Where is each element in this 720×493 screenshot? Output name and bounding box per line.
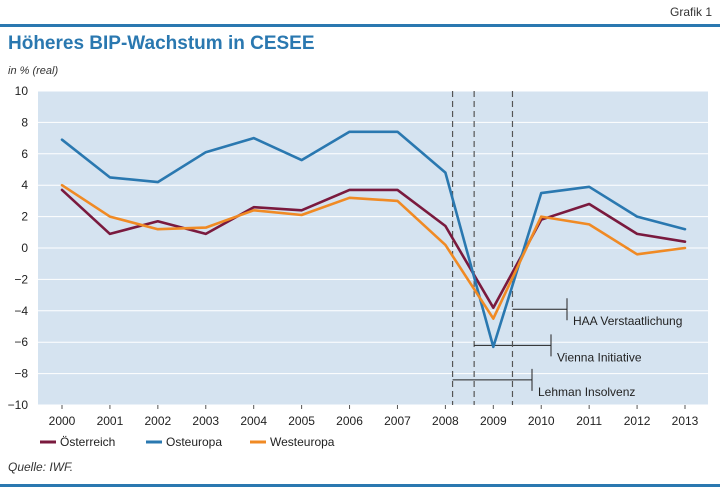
top-rule (0, 24, 720, 27)
y-tick-label: −2 (14, 272, 28, 286)
y-tick-label: 4 (21, 178, 28, 192)
y-tick-label: −10 (8, 398, 29, 412)
x-tick-label: 2001 (97, 414, 124, 428)
x-tick-label: 2000 (49, 414, 76, 428)
y-axis-ticks: 10 8 6 4 2 0 −2 −4 −6 −8 −10 (8, 84, 29, 412)
y-axis-unit: in % (real) (8, 65, 59, 77)
y-tick-label: 2 (21, 210, 28, 224)
x-tick-label: 2002 (144, 414, 171, 428)
chart-title: Höheres BIP-Wachstum in CESEE (8, 33, 315, 54)
series-line (60, 130, 687, 349)
x-tick-label: 2007 (384, 414, 411, 428)
y-tick-label: 6 (21, 147, 28, 161)
x-axis-ticks: 2000 2001 2002 2003 2004 2005 2006 2007 2008 2009… (49, 405, 699, 428)
y-tick-label: 0 (21, 241, 28, 255)
y-tick-label: 10 (15, 84, 29, 98)
legend-label: Österreich (60, 435, 115, 449)
source-note: Quelle: IWF. (8, 460, 74, 474)
series-line (60, 188, 687, 310)
legend: Österreich Osteuropa Westeuropa (40, 435, 335, 449)
y-tick-label: −6 (14, 335, 28, 349)
x-tick-label: 2004 (240, 414, 267, 428)
x-tick-label: 2011 (576, 414, 602, 428)
x-tick-label: 2008 (432, 414, 459, 428)
x-tick-label: 2005 (288, 414, 315, 428)
annotation-label: Vienna Initiative (557, 350, 642, 364)
x-tick-label: 2012 (624, 414, 651, 428)
event-annotations: Lehman Insolvenz Vienna Initiative HAA Ver… (451, 91, 682, 405)
x-tick-label: 2003 (192, 414, 219, 428)
x-tick-label: 2010 (528, 414, 555, 428)
x-tick-label: 2009 (480, 414, 507, 428)
annotation-label: HAA Verstaatlichung (573, 314, 682, 328)
y-tick-label: −8 (14, 367, 28, 381)
x-tick-label: 2013 (672, 414, 699, 428)
series-lines (60, 130, 687, 349)
annotation-label: Lehman Insolvenz (538, 385, 635, 399)
figure-number: Grafik 1 (669, 5, 712, 19)
series-line (60, 183, 687, 320)
x-tick-label: 2006 (336, 414, 363, 428)
legend-label: Westeuropa (270, 435, 335, 449)
grid-lines (38, 90, 708, 406)
y-tick-label: 8 (21, 115, 28, 129)
legend-label: Osteuropa (166, 435, 222, 449)
y-tick-label: −4 (14, 304, 28, 318)
bottom-rule (0, 484, 720, 487)
